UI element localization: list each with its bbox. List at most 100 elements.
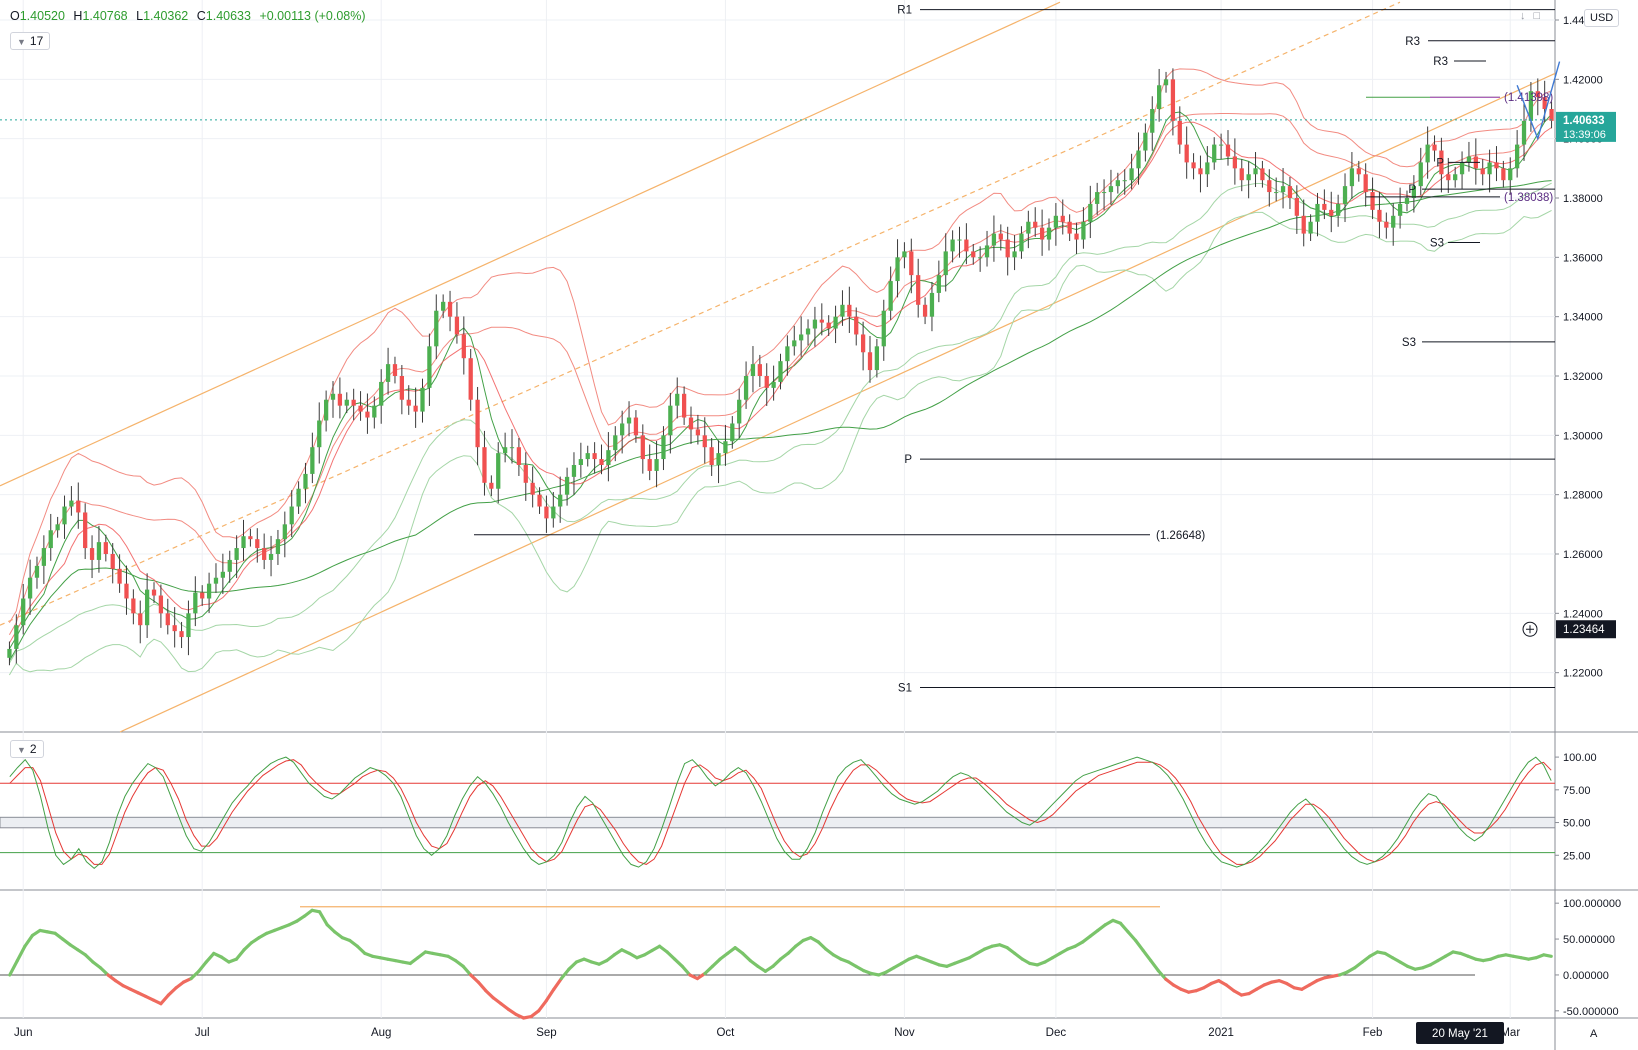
candle-body bbox=[234, 548, 239, 560]
candle-body bbox=[867, 352, 873, 371]
candle-body bbox=[1301, 215, 1306, 234]
candle-body bbox=[255, 539, 260, 549]
low-value: 1.40362 bbox=[143, 9, 189, 23]
candle-body bbox=[406, 399, 411, 406]
candle-body bbox=[819, 319, 824, 323]
candle-body bbox=[881, 310, 886, 347]
candle-body bbox=[1088, 203, 1093, 222]
candle-body bbox=[1074, 233, 1079, 240]
momentum-segment bbox=[15, 944, 27, 963]
momentum-segment bbox=[552, 976, 563, 991]
time-tick-label: Aug bbox=[371, 1027, 391, 1039]
stoch-tick-label: 100.00 bbox=[1563, 752, 1597, 764]
momentum-tick-label: -50.000000 bbox=[1563, 1006, 1619, 1018]
indicator-toggle-main[interactable]: ▼ 17 bbox=[10, 32, 51, 50]
stochastic-pane bbox=[0, 756, 1556, 870]
momentum-segment bbox=[189, 969, 201, 981]
stoch-fast-line bbox=[9, 756, 1552, 870]
momentum-segment bbox=[1134, 938, 1145, 953]
candle-body bbox=[172, 625, 177, 632]
price-tick-label: 1.26000 bbox=[1563, 549, 1603, 561]
arrow-down-icon[interactable]: ↓ bbox=[1520, 10, 1526, 22]
candle-body bbox=[709, 447, 714, 465]
candle-body bbox=[1287, 186, 1293, 198]
momentum-segment bbox=[673, 957, 684, 968]
candle-body bbox=[1039, 227, 1045, 240]
candle-body bbox=[83, 512, 88, 549]
candle-body bbox=[1129, 168, 1134, 181]
level-label-p-short: P bbox=[1436, 157, 1444, 169]
candle-body bbox=[902, 251, 907, 258]
candle-body bbox=[743, 376, 749, 400]
candle-body bbox=[1280, 186, 1286, 193]
candle-body bbox=[544, 506, 549, 519]
candle-body bbox=[626, 417, 632, 424]
time-tick-label: Jul bbox=[195, 1027, 210, 1039]
candle-body bbox=[41, 548, 46, 566]
candle-body bbox=[344, 399, 349, 406]
candle-body bbox=[778, 361, 783, 382]
candle-body bbox=[1081, 221, 1086, 240]
candle-body bbox=[1260, 168, 1265, 181]
momentum-segment bbox=[461, 964, 473, 977]
candle-body bbox=[922, 304, 928, 317]
time-tick-label: Oct bbox=[716, 1027, 735, 1039]
candle-body bbox=[158, 595, 164, 614]
momentum-segment bbox=[234, 948, 246, 961]
indicator-count: 17 bbox=[29, 34, 44, 48]
candle-body bbox=[1466, 156, 1472, 163]
candle-body bbox=[606, 450, 611, 465]
change-value: +0.00113 (+0.08%) bbox=[259, 9, 366, 23]
candle-body bbox=[1549, 109, 1554, 121]
indicator-toggle-stoch[interactable]: ▼ 2 bbox=[10, 740, 44, 758]
candle-body bbox=[220, 571, 225, 578]
momentum-segment bbox=[1126, 930, 1138, 943]
candle-body bbox=[730, 423, 735, 442]
low-price-label: (1.26648) bbox=[1156, 530, 1205, 542]
candle-body bbox=[888, 281, 893, 311]
candle-body bbox=[248, 536, 253, 540]
time-axis: Jun Jul Aug Sep Oct Nov Dec 2021 Feb Mar 20 May '2… bbox=[14, 1022, 1520, 1044]
candlestick-series bbox=[7, 68, 1554, 666]
momentum-segment bbox=[1141, 948, 1153, 963]
candle-body bbox=[1150, 109, 1155, 133]
close-label: C bbox=[196, 9, 206, 23]
candle-body bbox=[1501, 168, 1506, 181]
candle-body bbox=[1239, 168, 1244, 181]
candle-body bbox=[1411, 186, 1417, 198]
date-marker-bg bbox=[1416, 1022, 1504, 1044]
candle-body bbox=[131, 598, 136, 614]
open-value: 1.40520 bbox=[19, 9, 65, 23]
candle-body bbox=[489, 482, 494, 489]
time-tick-label: 2021 bbox=[1208, 1027, 1234, 1039]
candle-body bbox=[1535, 91, 1540, 98]
candle-body bbox=[1218, 144, 1224, 146]
date-marker-label: 20 May '21 bbox=[1432, 1028, 1488, 1040]
candle-body bbox=[957, 239, 962, 241]
candle-body bbox=[323, 399, 329, 421]
price-tick-label: 1.42000 bbox=[1563, 74, 1603, 86]
currency-button[interactable]: USD bbox=[1584, 9, 1620, 27]
candle-body bbox=[1480, 168, 1485, 175]
candle-body bbox=[1198, 168, 1203, 175]
candle-body bbox=[613, 435, 618, 451]
candle-body bbox=[1060, 215, 1065, 222]
candle-body bbox=[1184, 144, 1189, 163]
candle-body bbox=[1136, 150, 1141, 169]
momentum-segment bbox=[816, 940, 828, 951]
maximize-icon[interactable]: □ bbox=[1533, 10, 1541, 22]
time-tick-label: Feb bbox=[1363, 1027, 1383, 1039]
candle-body bbox=[964, 239, 969, 252]
candle-body bbox=[1033, 221, 1038, 228]
candle-body bbox=[482, 447, 487, 483]
trend-channels bbox=[0, 1, 1556, 733]
time-tick-label: Sep bbox=[536, 1027, 556, 1039]
candle-body bbox=[1163, 79, 1169, 86]
candle-body bbox=[454, 316, 460, 335]
candle-body bbox=[592, 453, 597, 460]
auto-scale-button[interactable]: A bbox=[1590, 1028, 1598, 1040]
candle-body bbox=[179, 631, 184, 638]
candle-body bbox=[1012, 251, 1017, 258]
